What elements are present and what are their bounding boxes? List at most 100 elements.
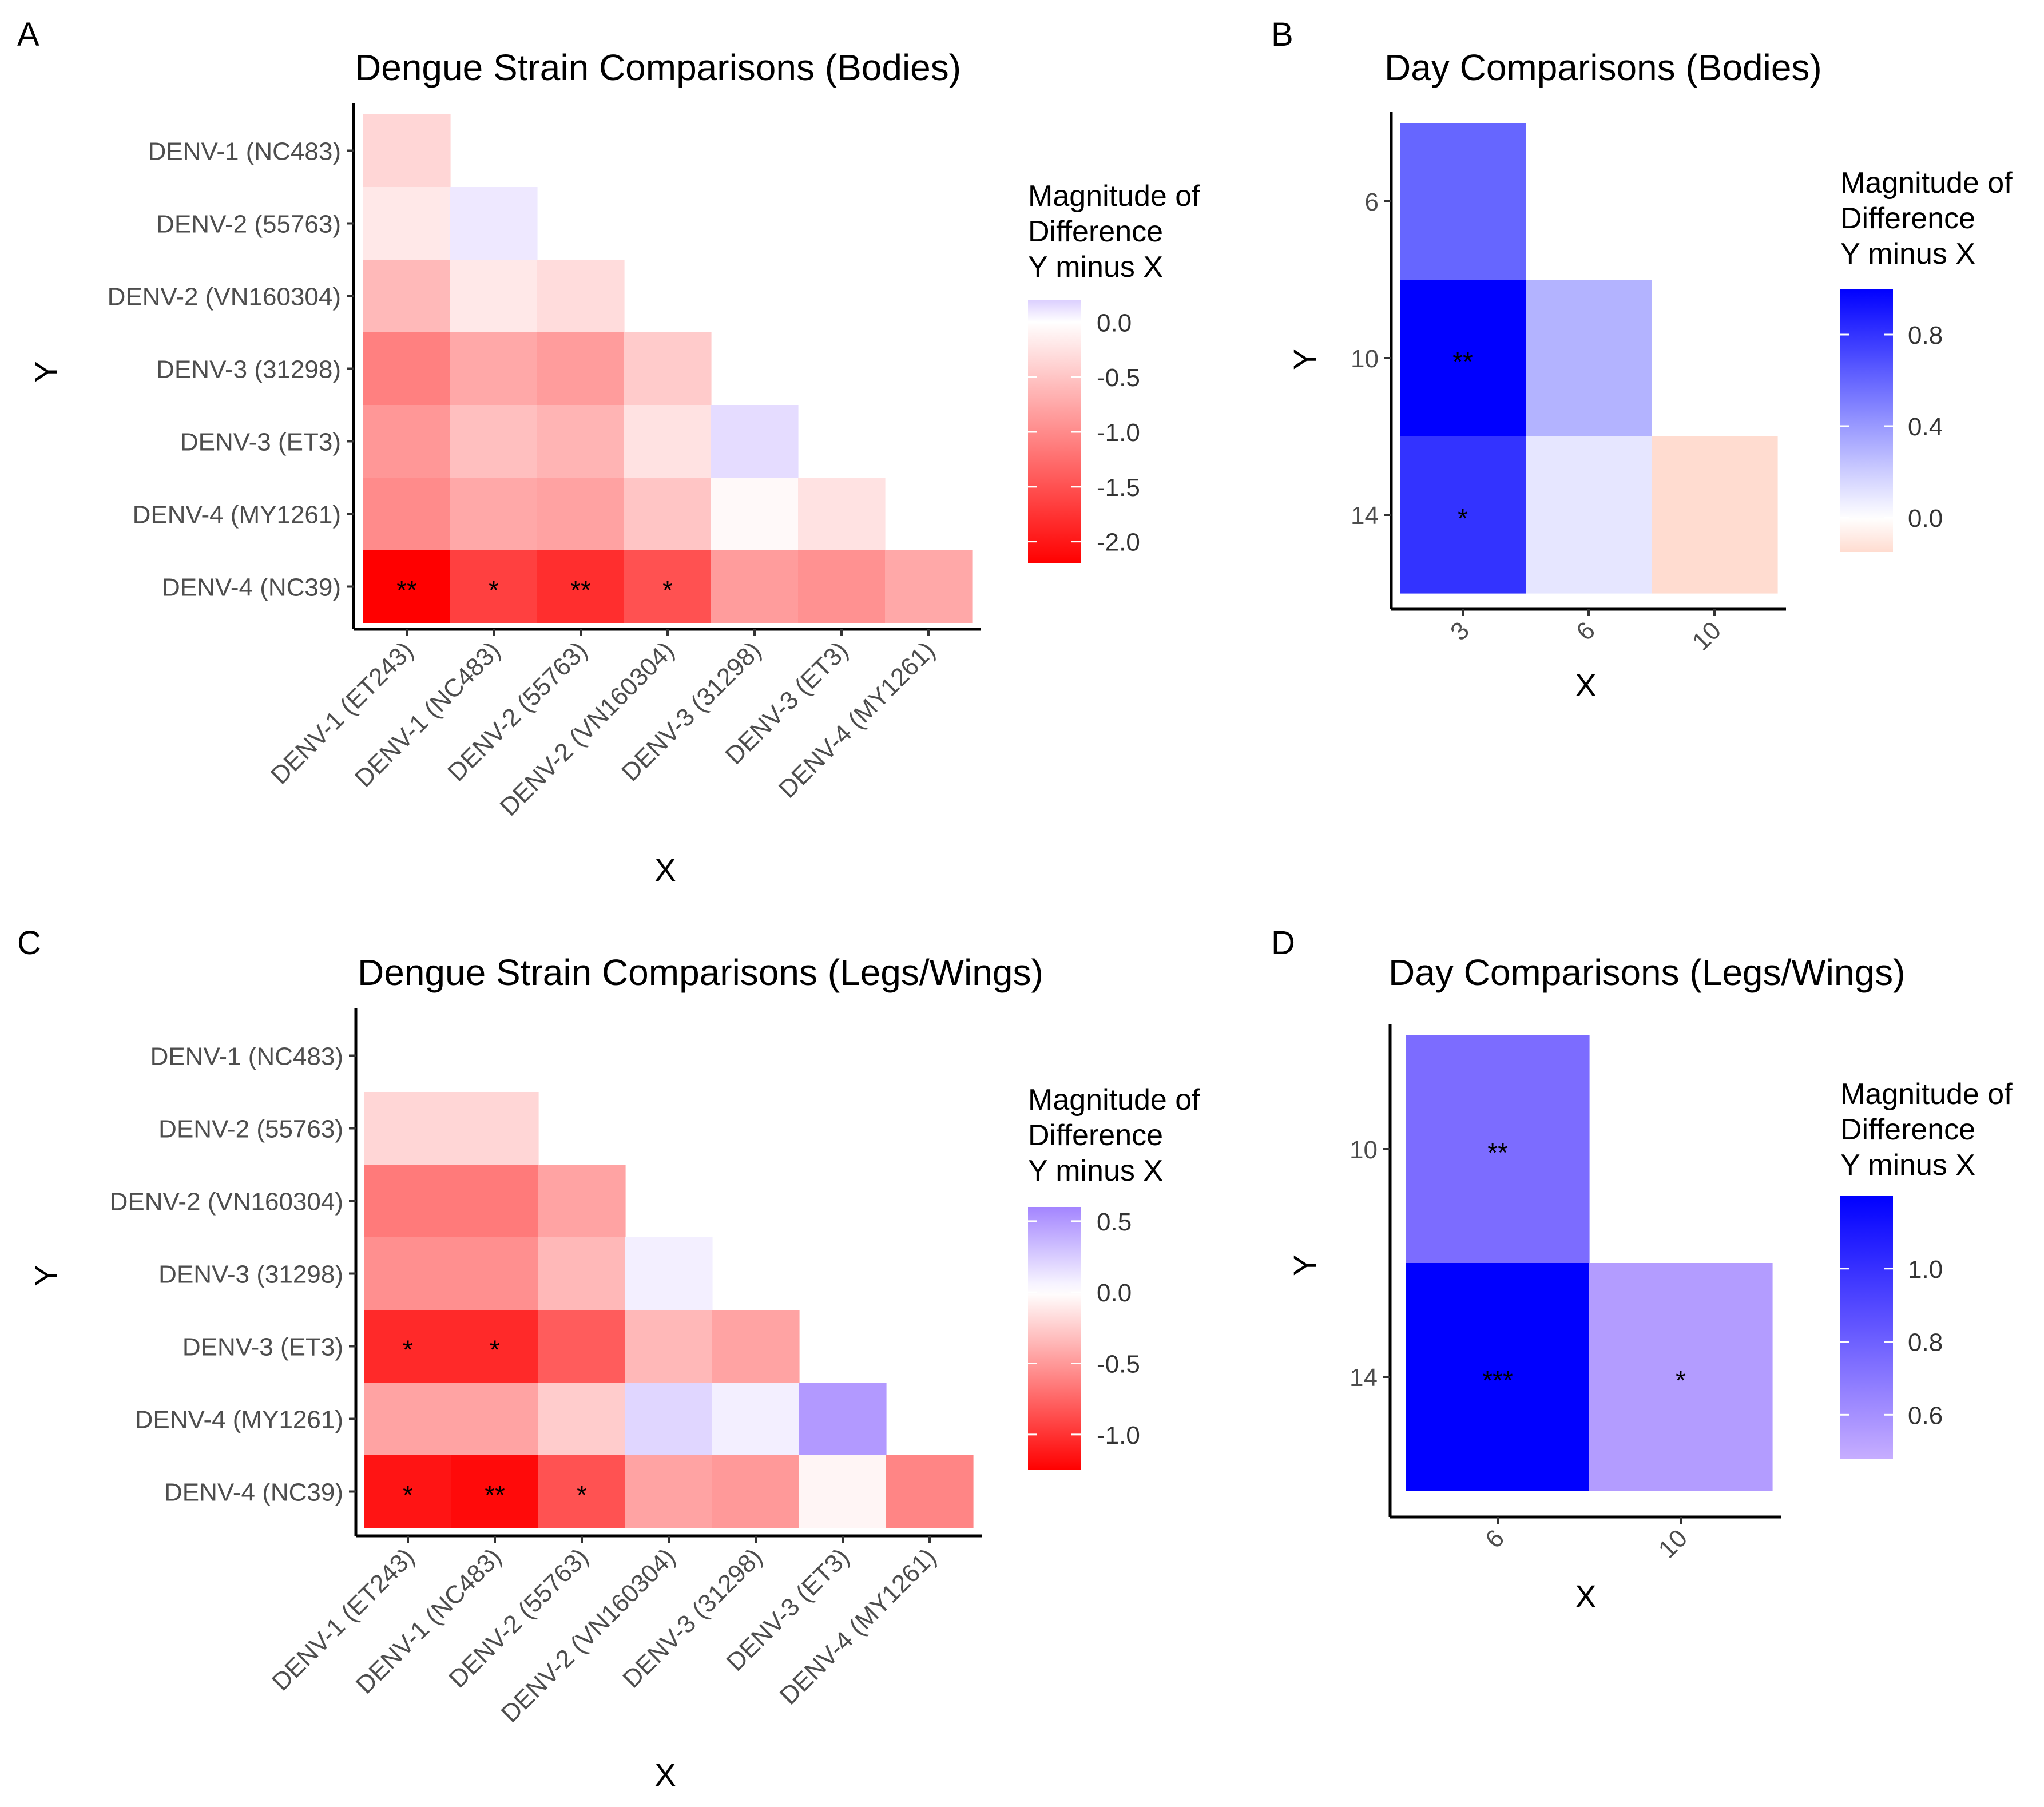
y-tick-label: DENV-4 (NC39) [164,1479,343,1507]
y-tick-label: DENV-2 (VN160304) [108,283,341,311]
y-tick-label: DENV-1 (NC483) [150,1043,343,1071]
legend-title: Difference [1840,202,1975,235]
x-tick-label: 6 [1480,1524,1510,1554]
heatmap-cell [799,1455,887,1528]
x-tick-label: 10 [1687,616,1727,656]
legend-tick-label: 0.4 [1908,413,1943,441]
heatmap-cell [364,1092,452,1165]
heatmap-cell [712,1455,800,1528]
heatmap-cell [538,1237,626,1310]
heatmap-cell [1406,1035,1590,1264]
x-tick-label: DENV-2 (VN160304) [496,1543,681,1727]
legend-tick-label: 0.6 [1908,1401,1943,1429]
heatmap-cell [1400,436,1526,594]
y-axis-title: Y [28,361,64,382]
legend-tick-label: 0.0 [1097,309,1132,337]
y-axis-title: Y [1287,1254,1323,1276]
legend-tick-label: 0.8 [1908,321,1943,350]
heatmap-cell [625,1383,713,1456]
x-tick-label: DENV-1 (ET243) [265,636,419,789]
heatmap-cell [537,405,625,478]
heatmap-cell [538,1383,626,1456]
heatmap-cell [537,332,625,406]
y-axis-title: Y [1287,348,1323,370]
significance-label: ** [570,575,591,605]
heatmap-cell [537,550,625,623]
x-tick-label: DENV-2 (VN160304) [495,636,680,821]
heatmap-cell [364,1165,452,1238]
heatmap-cell [363,405,451,478]
x-tick-label: DENV-4 (MY1261) [773,636,940,803]
heatmap-cell [364,1310,452,1383]
significance-label: ** [396,575,417,605]
x-tick-label: 10 [1653,1524,1693,1563]
chart-title: Day Comparisons (Bodies) [1384,47,1822,88]
legend-title: Magnitude of [1840,166,2013,200]
heatmap-cell [624,332,712,406]
heatmap-cell [624,550,712,623]
y-tick-label: DENV-1 (NC483) [148,138,341,166]
x-axis-title: X [654,852,676,888]
significance-label: ** [1487,1138,1508,1167]
y-tick-label: DENV-4 (NC39) [162,574,341,602]
legend-title: Y minus X [1840,237,1975,271]
legend-tick-label: -1.5 [1097,474,1140,502]
heatmap-cell [798,550,886,623]
y-axis-title: Y [28,1265,64,1286]
y-tick-label: 14 [1351,502,1379,530]
legend-tick-label: -0.5 [1097,364,1140,392]
significance-label: * [490,1335,500,1365]
chart-title: Dengue Strain Comparisons (Bodies) [355,47,961,88]
heatmap-cell [451,1383,539,1456]
legend-tick-label: 0.8 [1908,1329,1943,1357]
heatmap-cell [1589,1263,1773,1491]
x-axis-title: X [1575,667,1596,703]
heatmap-cell [799,1383,887,1456]
y-tick-label: DENV-3 (31298) [158,1261,343,1289]
y-tick-label: DENV-3 (ET3) [182,1333,343,1361]
heatmap-cell [537,478,625,551]
heatmap-cell [1526,280,1652,437]
legend-title: Y minus X [1028,251,1163,284]
heatmap-cell [711,405,799,478]
heatmap-cell [538,1310,626,1383]
heatmap-cell [450,260,538,333]
heatmap-cell [364,1455,452,1528]
legend-colorbar [1840,289,1893,552]
heatmap-cell [886,1455,974,1528]
y-tick-label: DENV-2 (55763) [156,211,341,239]
heatmap-cell [451,1310,539,1383]
x-tick-label: 3 [1445,616,1475,646]
heatmap-cell [625,1237,713,1310]
heatmap-cell [363,332,451,406]
y-tick-label: DENV-4 (MY1261) [135,1406,343,1434]
significance-label: * [489,575,499,605]
heatmap-cell [1400,280,1526,437]
heatmap-cell [450,187,538,260]
heatmap-cell [1526,436,1652,594]
heatmap-cell [451,1092,539,1165]
y-tick-label: DENV-4 (MY1261) [133,501,341,529]
y-tick-label: DENV-3 (31298) [156,356,341,384]
heatmap-cell [624,478,712,551]
heatmap-cell [625,1455,713,1528]
legend-tick-label: 0.0 [1908,505,1943,533]
significance-label: * [403,1480,413,1510]
heatmap-cell [451,1165,539,1238]
heatmap-cell [450,332,538,406]
significance-label: * [403,1335,413,1365]
heatmap-cell [450,550,538,623]
legend-tick-label: 1.0 [1908,1256,1943,1284]
chart-title: Dengue Strain Comparisons (Legs/Wings) [358,952,1043,993]
significance-label: * [662,575,673,605]
y-tick-label: 6 [1365,188,1379,216]
heatmap-cell [798,478,886,551]
legend-title: Y minus X [1840,1149,1975,1182]
legend-title: Magnitude of [1840,1078,2013,1111]
heatmap-cell [537,260,625,333]
panel-C: C Dengue Strain Comparisons (Legs/Wings) *… [17,924,1200,1793]
